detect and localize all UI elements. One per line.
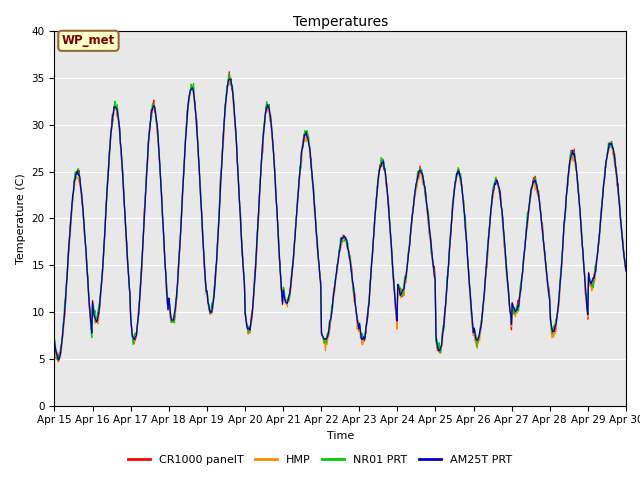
CR1000 panelT [225, 69, 233, 74]
HMP [226, 76, 234, 82]
NR01 PRT [622, 265, 630, 271]
AM25T PRT [54, 357, 62, 363]
AM25T PRT [51, 340, 58, 346]
Title: Temperatures: Temperatures [292, 15, 388, 29]
Line: HMP: HMP [54, 79, 626, 362]
HMP [51, 340, 58, 346]
HMP [412, 192, 419, 198]
CR1000 panelT [412, 189, 419, 195]
CR1000 panelT [622, 268, 630, 274]
Line: CR1000 panelT: CR1000 panelT [54, 72, 626, 360]
AM25T PRT [209, 302, 216, 308]
CR1000 panelT [428, 252, 436, 258]
CR1000 panelT [51, 336, 58, 342]
HMP [54, 359, 62, 365]
NR01 PRT [179, 190, 186, 196]
NR01 PRT [54, 357, 62, 362]
AM25T PRT [225, 77, 233, 83]
Text: WP_met: WP_met [62, 34, 115, 48]
AM25T PRT [428, 250, 436, 256]
NR01 PRT [225, 71, 233, 76]
HMP [428, 253, 436, 259]
NR01 PRT [61, 293, 69, 299]
NR01 PRT [412, 187, 419, 192]
HMP [120, 201, 128, 206]
AM25T PRT [120, 202, 128, 207]
AM25T PRT [61, 297, 69, 302]
HMP [209, 305, 216, 311]
CR1000 panelT [61, 300, 69, 306]
CR1000 panelT [179, 193, 186, 199]
Line: AM25T PRT: AM25T PRT [54, 80, 626, 360]
AM25T PRT [412, 187, 419, 192]
NR01 PRT [51, 335, 58, 341]
CR1000 panelT [209, 306, 216, 312]
CR1000 panelT [54, 357, 62, 362]
NR01 PRT [209, 305, 216, 311]
NR01 PRT [428, 252, 436, 258]
Legend: CR1000 panelT, HMP, NR01 PRT, AM25T PRT: CR1000 panelT, HMP, NR01 PRT, AM25T PRT [124, 451, 516, 469]
AM25T PRT [179, 194, 186, 200]
HMP [179, 199, 186, 205]
HMP [622, 268, 630, 274]
CR1000 panelT [120, 203, 128, 208]
X-axis label: Time: Time [326, 431, 354, 441]
NR01 PRT [120, 202, 128, 207]
HMP [61, 296, 69, 301]
Y-axis label: Temperature (C): Temperature (C) [16, 173, 26, 264]
AM25T PRT [622, 268, 630, 274]
Line: NR01 PRT: NR01 PRT [54, 73, 626, 360]
